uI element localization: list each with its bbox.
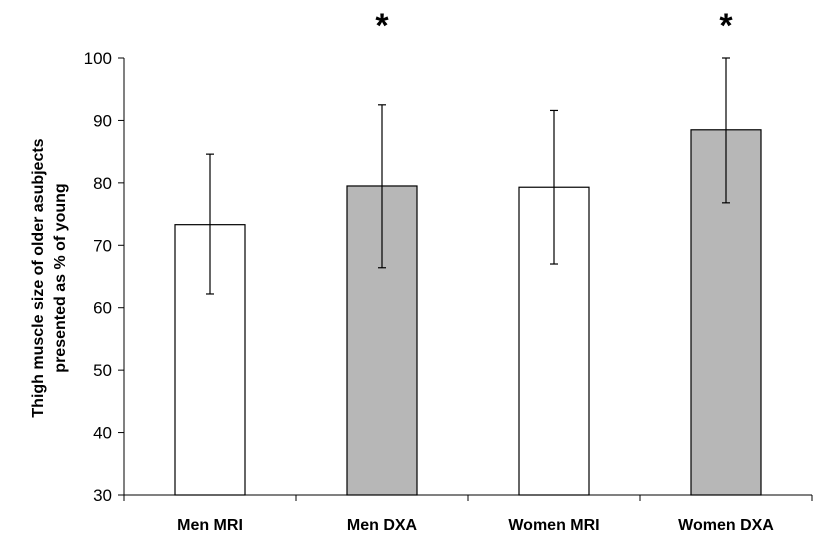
x-tick-label: Women MRI	[508, 517, 599, 534]
significance-markers: * *	[375, 7, 733, 45]
y-tick-label: 70	[93, 236, 112, 255]
y-tick-label: 60	[93, 299, 112, 318]
x-tick-label: Men DXA	[347, 517, 418, 534]
y-axis-title-line-1: Thigh muscle size of older asubjects	[30, 138, 47, 417]
significance-marker: *	[719, 7, 733, 45]
x-tick-label: Women DXA	[678, 517, 774, 534]
y-axis-title: Thigh muscle size of older asubjects pre…	[30, 138, 69, 417]
y-tick-label: 50	[93, 361, 112, 380]
y-tick-label: 30	[93, 486, 112, 505]
x-axis	[123, 494, 813, 501]
x-axis-labels: Men MRI Men DXA Women MRI Women DXA	[177, 517, 774, 534]
bars	[174, 129, 762, 496]
x-tick-label: Men MRI	[177, 517, 243, 534]
y-tick-label: 90	[93, 111, 112, 130]
y-axis-title-line-2: presented as % of young	[52, 183, 69, 372]
error-bars	[206, 57, 730, 295]
significance-marker: *	[375, 7, 389, 45]
y-tick-label: 100	[84, 49, 112, 68]
y-tick-label: 80	[93, 174, 112, 193]
y-axis: 30 40 50 60 70 80 90 100	[84, 49, 125, 505]
y-tick-label: 40	[93, 424, 112, 443]
